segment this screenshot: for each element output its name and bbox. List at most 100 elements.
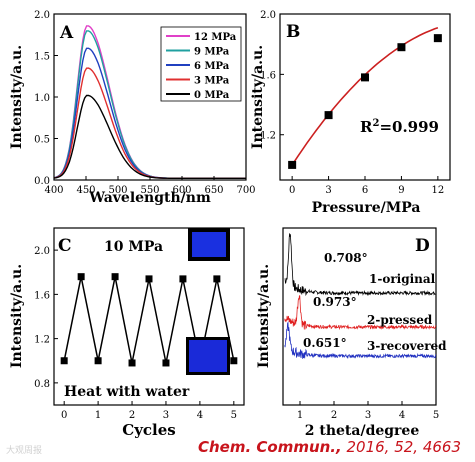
watermark: 大观周报 bbox=[6, 446, 43, 456]
citation: Chem. Commun., 2016, 52, 4663 bbox=[198, 438, 461, 456]
legend-label: 12 MPa bbox=[194, 32, 237, 43]
x-tick-label: 12 bbox=[431, 185, 444, 196]
y-tick-label: 0.8 bbox=[34, 379, 50, 390]
panel-c-xlabel: Cycles bbox=[122, 421, 175, 439]
panel-d-xlabel: 2 theta/degree bbox=[305, 423, 420, 439]
spectrum-curve bbox=[53, 94, 246, 179]
data-point bbox=[324, 111, 333, 120]
x-tick-label: 2 bbox=[331, 410, 337, 421]
panel-d-series-2-label: 2-pressed bbox=[367, 313, 433, 327]
data-point bbox=[433, 34, 442, 43]
panel-d-angle-2: 0.973° bbox=[313, 295, 357, 309]
x-tick-label: 3 bbox=[325, 185, 331, 196]
y-tick-label: 1.6 bbox=[260, 70, 276, 81]
photo-heated-glow bbox=[189, 340, 227, 372]
y-tick-label: 2.0 bbox=[34, 246, 50, 257]
x-tick-label: 1 bbox=[297, 410, 303, 421]
panel-a-ticks: 400 450 500 550 600 650 700 0.0 0.5 1.0 1.5 2.0 bbox=[34, 10, 255, 196]
panel-c-frame bbox=[53, 227, 245, 406]
data-point bbox=[288, 160, 297, 169]
data-point bbox=[77, 273, 85, 281]
x-tick-label: 3 bbox=[163, 410, 169, 421]
legend-label: 9 MPa bbox=[194, 47, 230, 58]
data-point bbox=[94, 357, 102, 365]
y-tick-label: 2.0 bbox=[34, 10, 50, 21]
panel-b: B 0 3 6 9 121.21.62.0 R2=0.999 Pressure/MPa … bbox=[250, 10, 451, 216]
x-tick-label: 3 bbox=[365, 410, 371, 421]
y-tick-label: 0.0 bbox=[34, 176, 50, 187]
panel-a-xlabel: Wavelength/nm bbox=[88, 190, 211, 206]
panel-d-frame bbox=[282, 227, 437, 406]
x-tick-label: 400 bbox=[44, 185, 63, 196]
y-tick-label: 0.5 bbox=[34, 135, 50, 146]
panel-c-letter: C bbox=[58, 236, 72, 256]
panel-a-ylabel: Intensity/a.u. bbox=[9, 45, 25, 149]
y-tick-label: 1.2 bbox=[260, 131, 276, 142]
x-tick-label: 4 bbox=[399, 410, 405, 421]
x-tick-label: 0 bbox=[289, 185, 295, 196]
panel-d-traces bbox=[284, 233, 437, 360]
photo-pressed-glow bbox=[192, 232, 226, 257]
x-tick-label: 600 bbox=[172, 185, 191, 196]
x-tick-label: 5 bbox=[433, 410, 439, 421]
data-point bbox=[60, 357, 68, 365]
panel-b-ticks: 0 3 6 9 12 1.2 1.6 2.0 bbox=[260, 10, 444, 196]
data-point bbox=[162, 359, 170, 367]
data-point bbox=[397, 43, 406, 52]
panel-b-frame bbox=[279, 13, 451, 181]
x-tick-label: 1 bbox=[95, 410, 101, 421]
panel-a: A 400 450 500 550 600 650 700 0.0 0.5 1.0 1.5 2.0 1… bbox=[9, 10, 256, 206]
x-tick-label: 2 bbox=[129, 410, 135, 421]
panel-d-angle-3: 0.651° bbox=[303, 336, 347, 350]
panel-d-series-1-label: 1-original bbox=[369, 272, 436, 286]
panel-b-fit-curve bbox=[291, 26, 439, 166]
panel-d-ticks: 1 2 3 4 5 bbox=[297, 401, 439, 421]
y-tick-label: 2.0 bbox=[260, 10, 276, 21]
panel-c-ticks: 0 1 2 3 4 5 0.8 1.2 1.6 2.0 bbox=[34, 246, 237, 421]
panel-a-letter: A bbox=[59, 23, 74, 43]
panel-b-letter: B bbox=[286, 22, 300, 42]
panel-a-legend: 12 MPa 9 MPa 6 MPa 3 MPa 0 MPa bbox=[160, 26, 242, 102]
x-tick-label: 550 bbox=[140, 185, 159, 196]
data-point bbox=[213, 275, 221, 283]
xrd-trace bbox=[284, 321, 437, 360]
x-tick-label: 500 bbox=[108, 185, 127, 196]
panel-c-ylabel: Intensity/a.u. bbox=[9, 264, 25, 368]
panel-b-points bbox=[288, 34, 442, 169]
x-tick-label: 9 bbox=[398, 185, 404, 196]
panel-d-angle-1: 0.708° bbox=[324, 251, 368, 265]
data-point bbox=[145, 275, 153, 283]
panel-c: C 0 1 2 3 4 5 0.8 1.2 1.6 2.0 10 MPa Heat with wa… bbox=[9, 227, 245, 439]
data-point bbox=[128, 359, 136, 367]
panel-b-r2: R2=0.999 bbox=[360, 118, 439, 136]
xrd-trace bbox=[284, 233, 436, 297]
y-tick-label: 1.0 bbox=[34, 93, 50, 104]
legend-label: 6 MPa bbox=[194, 61, 230, 72]
y-tick-label: 1.5 bbox=[34, 52, 50, 63]
xrd-trace bbox=[284, 295, 437, 331]
x-tick-label: 5 bbox=[231, 410, 237, 421]
x-tick-label: 6 bbox=[362, 185, 368, 196]
legend-label: 0 MPa bbox=[194, 90, 230, 101]
x-tick-label: 450 bbox=[76, 185, 95, 196]
panel-c-label-top: 10 MPa bbox=[104, 239, 163, 255]
x-tick-label: 650 bbox=[204, 185, 223, 196]
panel-b-ylabel: Intensity/a.u. bbox=[250, 45, 266, 149]
x-tick-label: 0 bbox=[61, 410, 67, 421]
panel-d-series-3-label: 3-recovered bbox=[367, 339, 447, 353]
panel-d-letter: D bbox=[415, 236, 430, 256]
citation-details: 2016, 52, 4663 bbox=[341, 438, 461, 456]
panel-b-xlabel: Pressure/MPa bbox=[312, 200, 421, 216]
x-tick-label: 700 bbox=[236, 185, 255, 196]
legend-label: 3 MPa bbox=[194, 76, 230, 87]
panel-c-label-bottom: Heat with water bbox=[64, 384, 190, 400]
data-point bbox=[361, 73, 369, 82]
y-tick-label: 1.6 bbox=[34, 290, 50, 301]
data-point bbox=[111, 273, 119, 281]
data-point bbox=[179, 275, 187, 283]
citation-journal: Chem. Commun., bbox=[197, 438, 342, 456]
panel-d-ylabel: Intensity/a.u. bbox=[256, 264, 272, 368]
data-point bbox=[230, 357, 238, 365]
